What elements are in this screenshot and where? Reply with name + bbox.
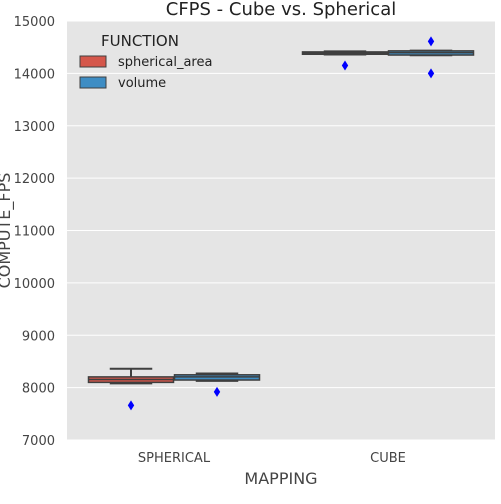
- grid-lines: [67, 20, 495, 441]
- legend-label: spherical_area: [118, 55, 212, 70]
- outlier-point: [427, 36, 435, 47]
- legend-title: FUNCTION: [101, 32, 179, 50]
- y-axis-label: COMPUTE_FPS: [0, 173, 15, 289]
- legend-swatch-volume: [79, 76, 107, 89]
- y-tick-label: 11000: [14, 225, 55, 240]
- outlier-point: [427, 68, 435, 79]
- x-axis-label: MAPPING: [244, 469, 317, 488]
- x-tick-labels: SPHERICAL CUBE: [138, 451, 406, 466]
- y-tick-label: 13000: [14, 120, 55, 135]
- y-tick-label: 15000: [14, 15, 55, 30]
- box-spherical_area-spherical: [87, 367, 175, 411]
- legend-label: volume: [118, 76, 166, 91]
- x-tick-label: SPHERICAL: [138, 451, 211, 466]
- chart-title: CFPS - Cube vs. Spherical: [166, 0, 396, 20]
- y-tick-label: 9000: [22, 329, 55, 344]
- box-volume-cube: [387, 36, 475, 79]
- y-tick-label: 10000: [14, 277, 55, 292]
- box-volume-spherical: [173, 372, 261, 397]
- y-tick-label: 14000: [14, 67, 55, 82]
- outlier-point: [341, 60, 349, 71]
- outlier-point: [127, 400, 135, 411]
- x-tick-label: CUBE: [370, 451, 406, 466]
- y-tick-label: 12000: [14, 172, 55, 187]
- box-spherical_area-cube: [301, 50, 389, 71]
- y-tick-label: 7000: [22, 434, 55, 449]
- outlier-point: [213, 386, 221, 397]
- y-tick-labels: 7000 8000 9000 10000 11000 12000 13000 14000 150…: [14, 15, 55, 449]
- legend-swatch-spherical_area: [79, 55, 107, 68]
- box-groups: [87, 36, 475, 411]
- y-tick-label: 8000: [22, 382, 55, 397]
